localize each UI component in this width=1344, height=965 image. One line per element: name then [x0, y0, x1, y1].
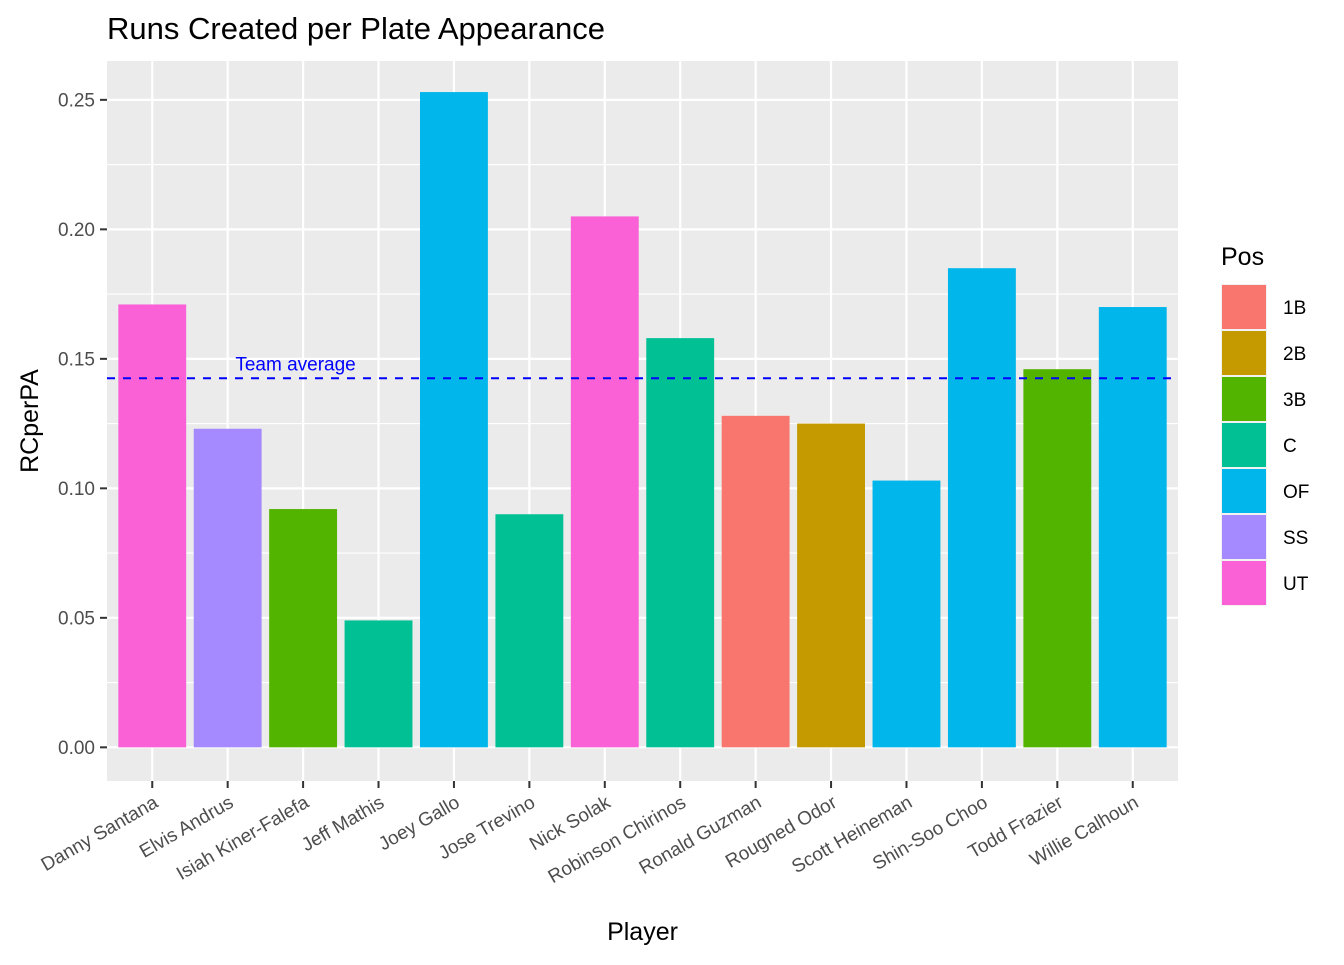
legend-label-ss: SS [1283, 528, 1308, 549]
x-axis-title: Player [607, 918, 678, 946]
bar-todd-frazier [1023, 369, 1092, 748]
y-axis: 0.00 0.05 0.10 0.15 0.20 0.25 [58, 90, 107, 759]
y-axis-title: RCperPA [16, 369, 44, 473]
legend-label-2b: 2B [1283, 344, 1306, 365]
x-tick-label: Isiah Kiner-Falefa [173, 792, 313, 885]
bar-jose-trevino [495, 514, 564, 748]
legend-swatch-of [1222, 469, 1266, 513]
bar-ronald-guzman [721, 415, 790, 748]
bar-willie-calhoun [1098, 307, 1167, 748]
bar-jeff-mathis [344, 620, 413, 748]
legend-label-of: OF [1283, 482, 1309, 503]
y-tick-label: 0.05 [58, 608, 95, 629]
y-tick-label: 0.00 [58, 738, 95, 759]
legend-swatch-1b [1222, 285, 1266, 329]
y-tick-label: 0.10 [58, 479, 95, 500]
legend-swatch-ut [1222, 561, 1266, 605]
legend-label-ut: UT [1283, 574, 1309, 595]
bar-scott-heineman [872, 480, 941, 748]
plot-panel [107, 61, 1178, 781]
legend-swatch-ss [1222, 515, 1266, 559]
x-tick-label: Danny Santana [38, 792, 162, 876]
bar-danny-santana [118, 304, 187, 748]
y-tick-label: 0.25 [58, 90, 95, 111]
x-tick-label: Jeff Mathis [298, 792, 388, 856]
bar-nick-solak [570, 216, 639, 748]
bar-rougned-odor [797, 423, 865, 748]
legend-label-3b: 3B [1283, 390, 1306, 411]
chart-title: Runs Created per Plate Appearance [107, 11, 605, 46]
bars [118, 92, 1167, 748]
legend-swatch-c [1222, 423, 1266, 467]
y-tick-label: 0.20 [58, 220, 95, 241]
legend-title: Pos [1221, 243, 1264, 271]
bar-robinson-chirinos [646, 338, 715, 748]
legend-swatch-2b [1222, 331, 1266, 375]
bar-shin-soo-choo [947, 268, 1016, 748]
bar-isiah-kiner-falefa [269, 509, 338, 748]
bar-elvis-andrus [193, 428, 262, 748]
legend-label-1b: 1B [1283, 298, 1306, 319]
legend-label-c: C [1283, 436, 1297, 457]
x-tick-label: Robinson Chirinos [545, 792, 690, 888]
team-average-label: Team average [235, 354, 355, 375]
reference-line-group: Team average [107, 354, 1178, 380]
bar-joey-gallo [420, 92, 488, 748]
legend: Pos 1B 2B 3B C OF SS UT [1221, 243, 1309, 606]
y-tick-label: 0.15 [58, 349, 95, 370]
legend-swatch-3b [1222, 377, 1266, 421]
